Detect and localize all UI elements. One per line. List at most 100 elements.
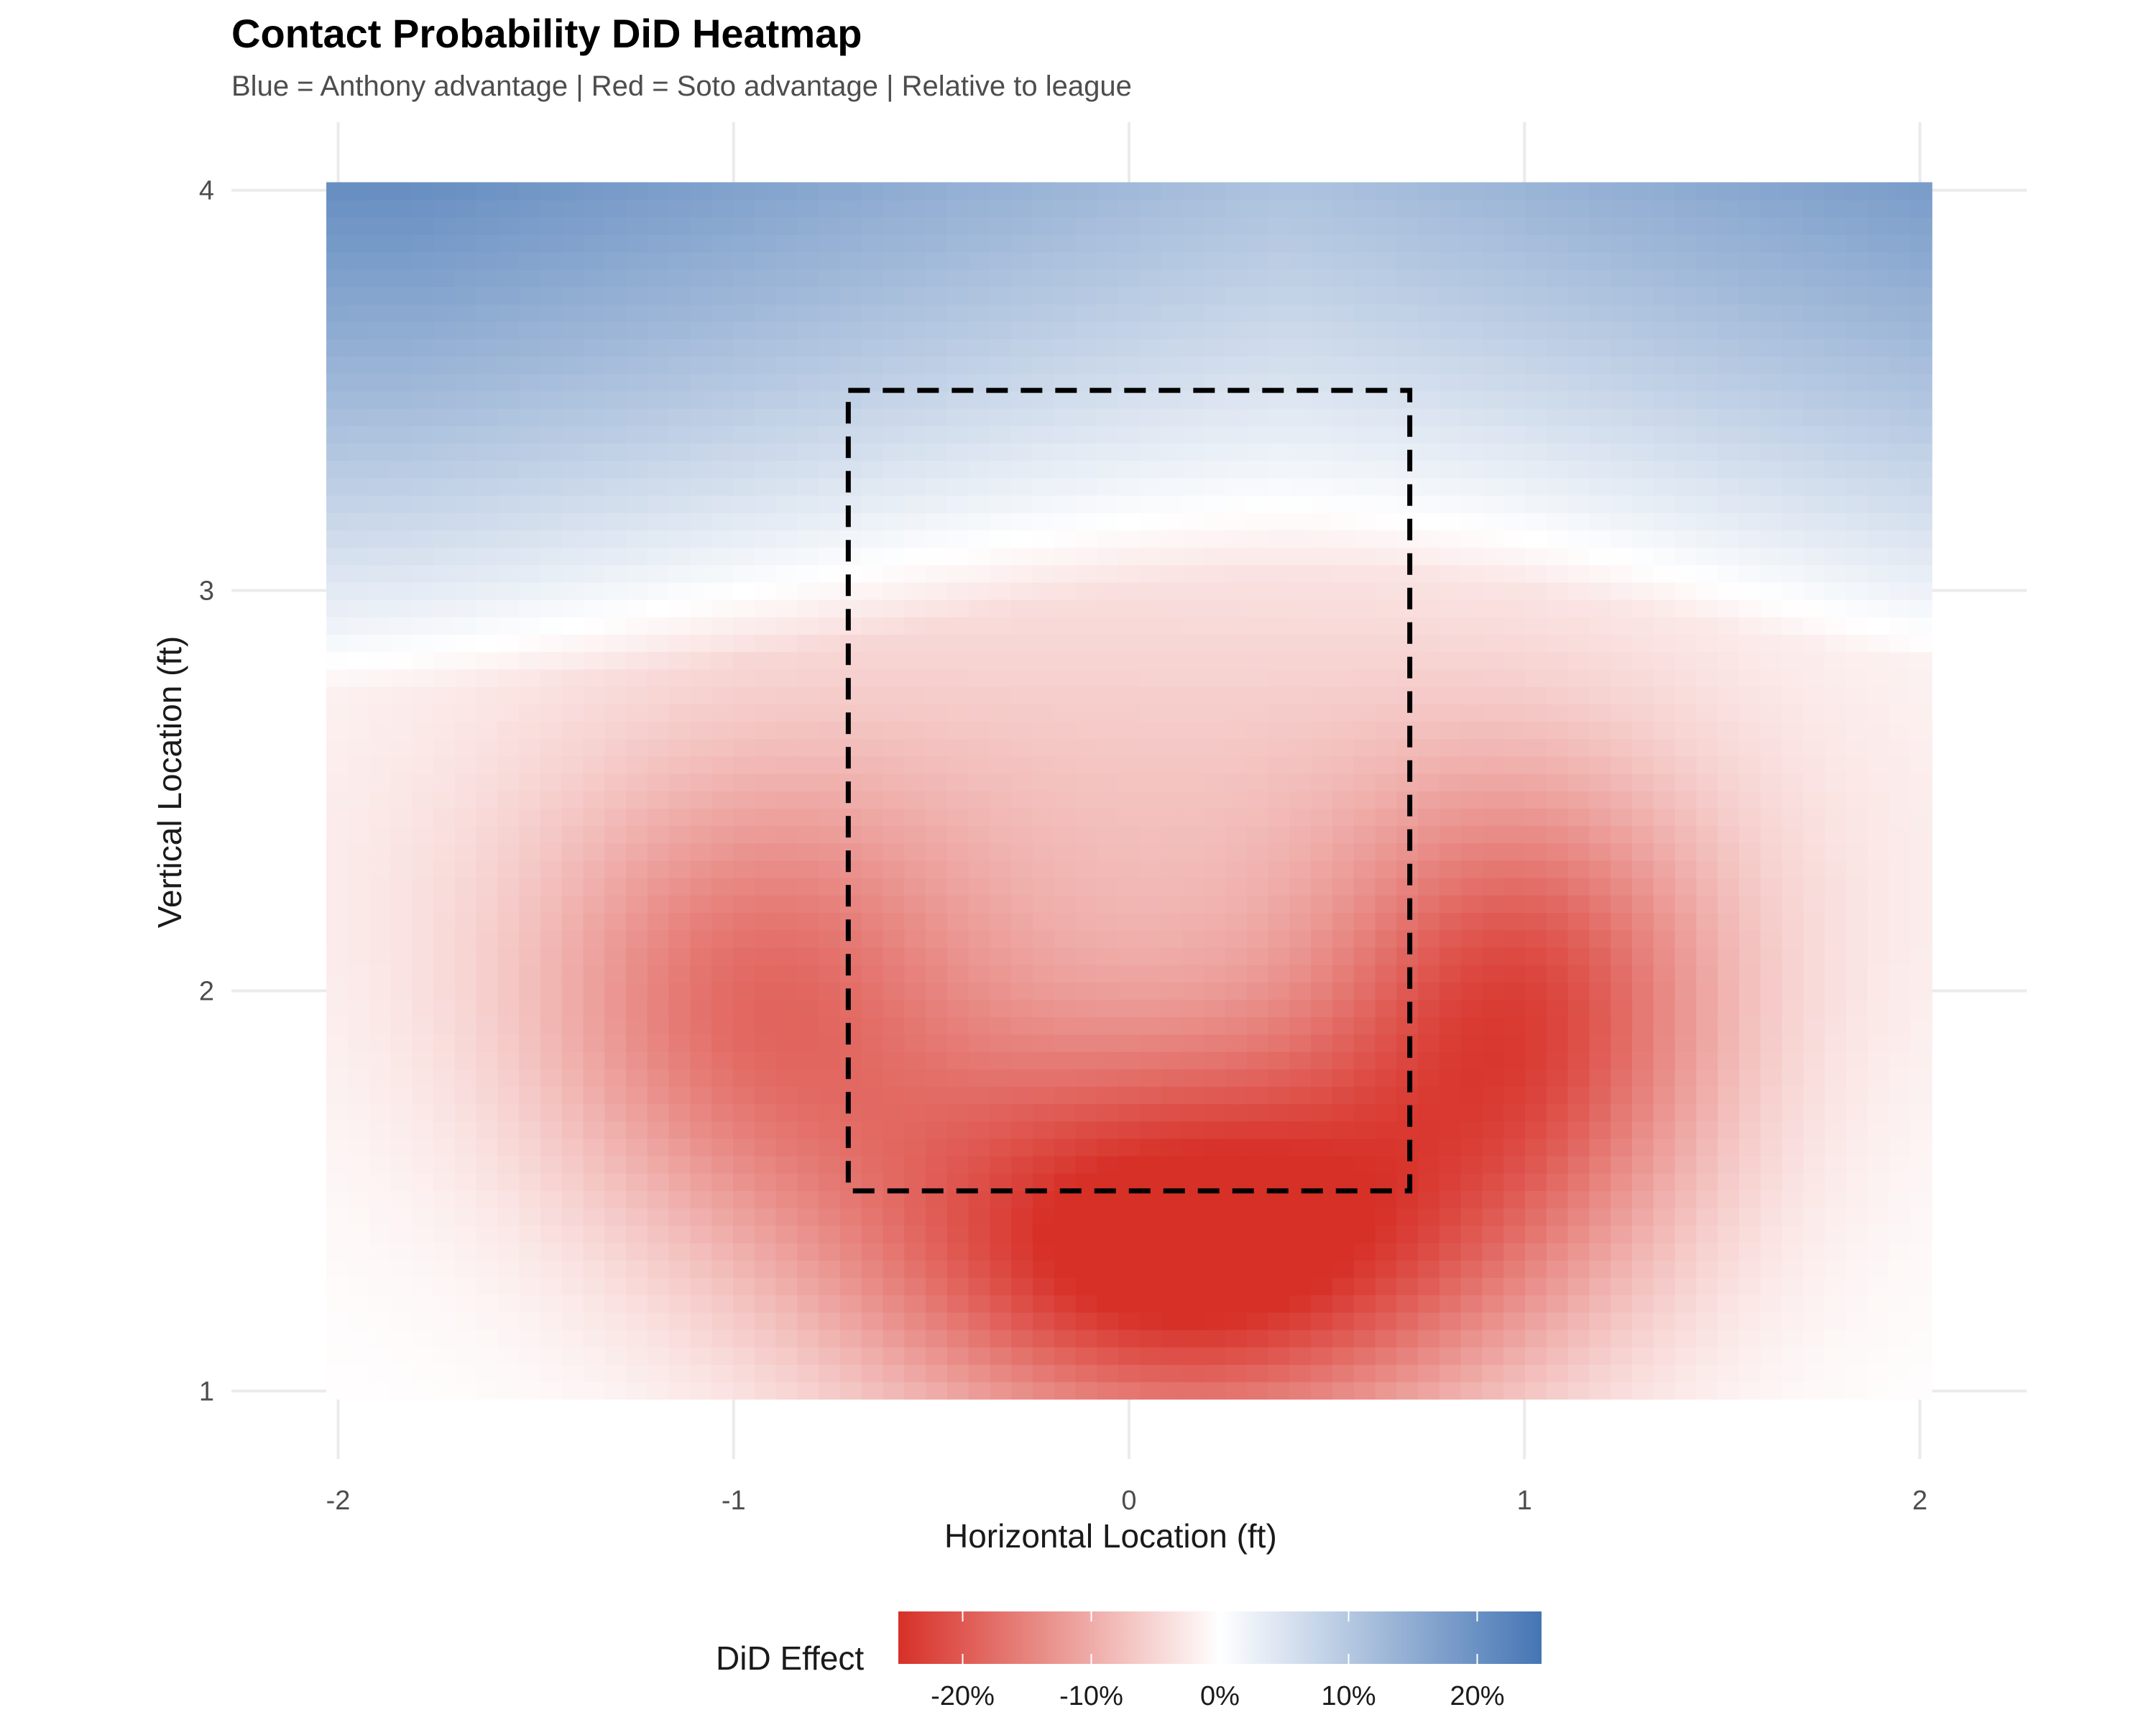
- heatmap-cell: [1825, 1242, 1847, 1261]
- heatmap-cell: [1846, 1381, 1869, 1400]
- heatmap-cell: [926, 1173, 948, 1192]
- heatmap-cell: [754, 1034, 777, 1052]
- heatmap-cell: [433, 860, 456, 878]
- heatmap-cell: [1418, 912, 1440, 931]
- heatmap-cell: [775, 1121, 798, 1139]
- heatmap-cell: [583, 199, 606, 218]
- heatmap-cell: [1460, 704, 1483, 722]
- heatmap-cell: [1353, 1190, 1376, 1209]
- heatmap-cell: [690, 1016, 712, 1035]
- heatmap-cell: [990, 1242, 1012, 1261]
- heatmap-cell: [1182, 599, 1205, 617]
- heatmap-cell: [583, 808, 606, 827]
- heatmap-cell: [1182, 1381, 1205, 1400]
- heatmap-cell: [861, 286, 884, 305]
- heatmap-cell: [946, 808, 969, 827]
- heatmap-cell: [476, 860, 499, 878]
- heatmap-cell: [1332, 1329, 1355, 1348]
- heatmap-cell: [1611, 999, 1633, 1018]
- heatmap-cell: [1611, 982, 1633, 1000]
- heatmap-cell: [797, 1016, 819, 1035]
- heatmap-cell: [732, 982, 755, 1000]
- heatmap-cell: [1246, 234, 1269, 253]
- heatmap-cell: [1011, 426, 1033, 444]
- heatmap-cell: [1631, 773, 1654, 791]
- heatmap-cell: [583, 1364, 606, 1383]
- heatmap-cell: [1011, 564, 1033, 583]
- heatmap-cell: [1311, 390, 1333, 409]
- heatmap-cell: [1696, 1242, 1718, 1261]
- heatmap-cell: [904, 286, 926, 305]
- heatmap-cell: [1032, 339, 1055, 357]
- heatmap-cell: [390, 860, 413, 878]
- heatmap-cell: [732, 825, 755, 844]
- heatmap-cell: [1653, 704, 1676, 722]
- heatmap-cell: [1567, 860, 1590, 878]
- heatmap-cell: [604, 668, 627, 687]
- heatmap-cell: [476, 1190, 499, 1209]
- heatmap-cell: [1589, 234, 1611, 253]
- heatmap-cell: [561, 182, 584, 201]
- heatmap-cell: [690, 460, 712, 479]
- heatmap-cell: [561, 303, 584, 322]
- heatmap-cell: [946, 617, 969, 635]
- heatmap-cell: [1760, 216, 1783, 235]
- heatmap-cell: [561, 825, 584, 844]
- heatmap-cell: [1567, 286, 1590, 305]
- heatmap-cell: [1118, 564, 1141, 583]
- heatmap-cell: [647, 530, 670, 548]
- heatmap-cell: [1631, 964, 1654, 983]
- heatmap-cell: [1375, 704, 1398, 722]
- heatmap-cell: [1032, 1346, 1055, 1365]
- heatmap-cell: [604, 1312, 627, 1330]
- heatmap-cell: [369, 877, 392, 896]
- heatmap-cell: [1032, 182, 1055, 201]
- heatmap-cell: [711, 581, 734, 600]
- heatmap-cell: [1311, 964, 1333, 983]
- heatmap-cell: [711, 216, 734, 235]
- heatmap-cell: [1567, 651, 1590, 670]
- heatmap-cell: [1760, 1051, 1783, 1070]
- heatmap-cell: [369, 1016, 392, 1035]
- heatmap-cell: [1460, 1242, 1483, 1261]
- heatmap-cell: [1246, 321, 1269, 339]
- heatmap-cell: [1546, 634, 1569, 653]
- heatmap-cell: [326, 599, 349, 617]
- heatmap-cell: [819, 1016, 841, 1035]
- heatmap-cell: [946, 1329, 969, 1348]
- heatmap-cell: [604, 303, 627, 322]
- heatmap-cell: [1054, 929, 1077, 948]
- heatmap-cell: [797, 182, 819, 201]
- heatmap-cell: [390, 808, 413, 827]
- heatmap-cell: [1460, 1364, 1483, 1383]
- heatmap-cell: [454, 303, 477, 322]
- heatmap-cell: [819, 1051, 841, 1070]
- heatmap-cell: [926, 895, 948, 914]
- heatmap-cell: [926, 1138, 948, 1156]
- heatmap-cell: [1161, 269, 1184, 288]
- heatmap-cell: [412, 617, 434, 635]
- heatmap-cell: [1803, 408, 1825, 426]
- heatmap-cell: [1589, 651, 1611, 670]
- heatmap-cell: [1567, 1034, 1590, 1052]
- heatmap-cell: [1760, 1294, 1783, 1313]
- heatmap-cell: [1011, 1016, 1033, 1035]
- heatmap-cell: [561, 1208, 584, 1226]
- heatmap-cell: [1567, 1294, 1590, 1313]
- heatmap-cell: [1054, 321, 1077, 339]
- heatmap-cell: [1460, 494, 1483, 513]
- heatmap-cell: [1075, 1034, 1098, 1052]
- heatmap-cell: [797, 234, 819, 253]
- heatmap-cell: [1674, 651, 1697, 670]
- heatmap-cell: [1439, 1208, 1462, 1226]
- heatmap-cell: [1631, 755, 1654, 774]
- heatmap-cell: [926, 234, 948, 253]
- heatmap-cell: [711, 286, 734, 305]
- heatmap-cell: [433, 199, 456, 218]
- heatmap-cell: [1332, 321, 1355, 339]
- heatmap-cell: [754, 982, 777, 1000]
- heatmap-cell: [1375, 791, 1398, 809]
- heatmap-cell: [1139, 947, 1162, 965]
- heatmap-cell: [1653, 321, 1676, 339]
- heatmap-cell: [604, 1103, 627, 1122]
